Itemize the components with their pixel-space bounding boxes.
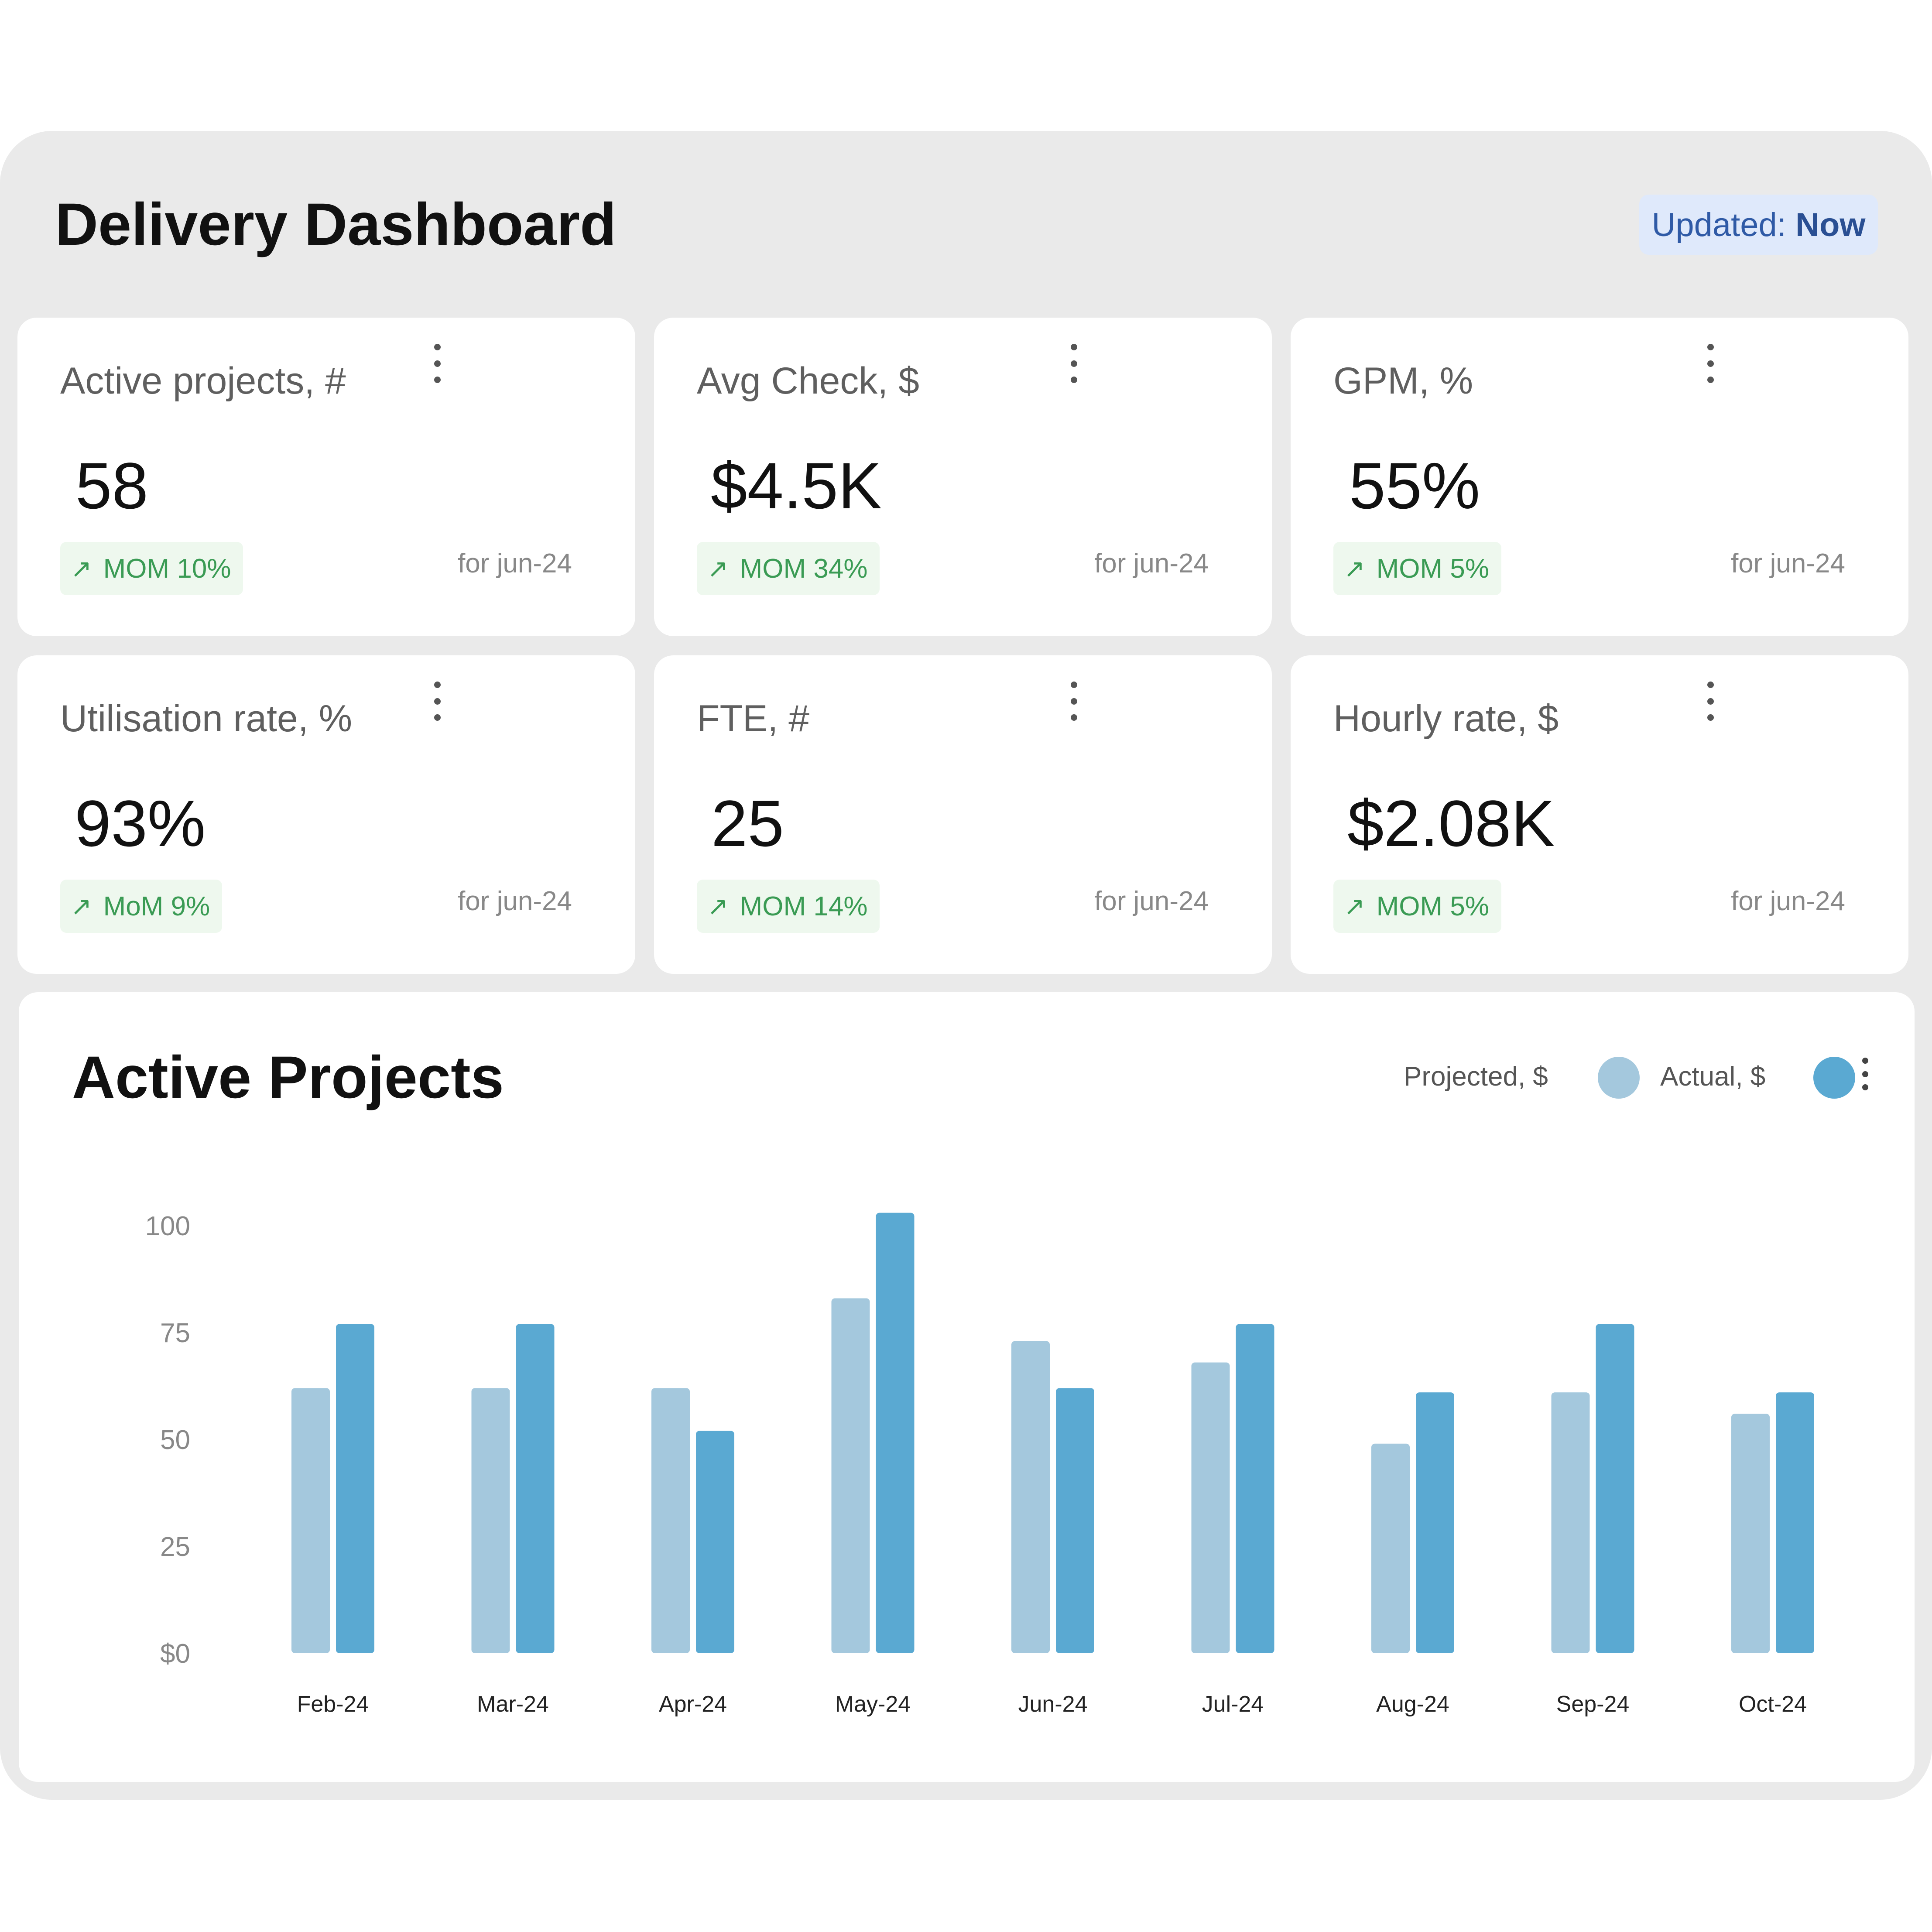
metric-title: FTE, # (697, 698, 810, 740)
y-tick-label: 100 (145, 1211, 190, 1241)
metric-card-utilisation-rate: Utilisation rate, % 93% ↗ MoM 9% for jun… (17, 655, 635, 974)
period-label: for jun-24 (1731, 548, 1845, 579)
bar-actual[interactable] (336, 1324, 374, 1653)
y-tick-label: $0 (160, 1639, 190, 1669)
bar-projected[interactable] (1551, 1392, 1590, 1653)
x-tick-label: Apr-24 (659, 1692, 727, 1717)
period-label: for jun-24 (1731, 886, 1845, 916)
active-projects-chart-card: Active Projects Projected, $ Actual, $ $… (19, 992, 1915, 1782)
mom-label: MOM 5% (1376, 553, 1489, 584)
kebab-menu-icon[interactable] (428, 344, 446, 383)
x-tick-label: Feb-24 (297, 1692, 369, 1717)
legend-label-projected: Projected, $ (1404, 1062, 1548, 1092)
bar-projected[interactable] (1011, 1341, 1050, 1653)
bar-projected[interactable] (1731, 1414, 1770, 1653)
bar-actual[interactable] (876, 1213, 915, 1653)
mom-badge: ↗ MoM 9% (60, 880, 223, 933)
metric-value: 55% (1349, 449, 1480, 522)
mom-label: MOM 10% (103, 553, 231, 584)
kebab-menu-icon[interactable] (428, 682, 446, 721)
legend-swatch-projected (1598, 1057, 1640, 1099)
kebab-menu-icon[interactable] (1065, 344, 1082, 383)
bar-actual[interactable] (516, 1324, 555, 1653)
mom-label: MOM 34% (740, 553, 868, 584)
y-tick-label: 50 (160, 1425, 190, 1455)
metric-title: GPM, % (1333, 360, 1473, 402)
bar-actual[interactable] (1236, 1324, 1274, 1653)
kebab-menu-icon[interactable] (1065, 682, 1082, 721)
bar-projected[interactable] (1371, 1443, 1410, 1653)
metric-card-avg-check: Avg Check, $ $4.5K ↗ MOM 34% for jun-24 (654, 318, 1272, 636)
x-tick-label: Sep-24 (1556, 1692, 1630, 1717)
bar-chart: $0 25 50 75 100 Feb-24 Mar-24 Apr-24 May-24 Jun-2… (145, 1211, 1814, 1717)
mom-badge: ↗ MOM 5% (1333, 542, 1501, 595)
x-tick-label: Jul-24 (1202, 1692, 1264, 1717)
arrow-up-right-icon: ↗ (71, 555, 92, 583)
metric-title: Utilisation rate, % (60, 698, 353, 740)
arrow-up-right-icon: ↗ (71, 892, 92, 921)
period-label: for jun-24 (458, 548, 572, 579)
metric-card-hourly-rate: Hourly rate, $ $2.08K ↗ MOM 5% for jun-2… (1291, 655, 1908, 974)
kebab-menu-icon[interactable] (1702, 344, 1719, 383)
metric-title: Active projects, # (60, 360, 346, 402)
metric-card-active-projects: Active projects, # 58 ↗ MOM 10% for jun-… (17, 318, 635, 636)
arrow-up-right-icon: ↗ (1344, 892, 1365, 921)
metric-card-gpm: GPM, % 55% ↗ MOM 5% for jun-24 (1291, 318, 1908, 636)
metric-card-fte: FTE, # 25 ↗ MOM 14% for jun-24 (654, 655, 1272, 974)
mom-label: MOM 5% (1376, 891, 1489, 921)
x-tick-label: Aug-24 (1376, 1692, 1449, 1717)
x-tick-label: May-24 (835, 1692, 911, 1717)
bar-actual[interactable] (1776, 1392, 1814, 1653)
bar-projected[interactable] (831, 1298, 870, 1653)
updated-badge: Updated: Now (1639, 195, 1878, 255)
arrow-up-right-icon: ↗ (1344, 555, 1365, 583)
metric-value: $2.08K (1347, 787, 1555, 860)
metric-value: $4.5K (711, 449, 882, 522)
mom-badge: ↗ MOM 14% (697, 880, 880, 933)
metric-value: 25 (711, 787, 784, 860)
bar-actual[interactable] (1056, 1388, 1094, 1653)
y-tick-label: 25 (160, 1532, 190, 1562)
period-label: for jun-24 (1094, 548, 1209, 579)
legend-swatch-actual (1813, 1057, 1855, 1099)
metric-value: 58 (75, 449, 148, 522)
chart-title: Active Projects (72, 1044, 504, 1111)
mom-badge: ↗ MOM 10% (60, 542, 243, 595)
bar-projected[interactable] (471, 1388, 510, 1653)
y-tick-label: 75 (160, 1318, 190, 1348)
bar-actual[interactable] (1416, 1392, 1454, 1653)
kebab-menu-icon[interactable] (1702, 682, 1719, 721)
x-tick-label: Jun-24 (1018, 1692, 1088, 1717)
mom-label: MOM 14% (740, 891, 868, 921)
period-label: for jun-24 (1094, 886, 1209, 916)
period-label: for jun-24 (458, 886, 572, 916)
arrow-up-right-icon: ↗ (707, 892, 729, 921)
page-title: Delivery Dashboard (55, 191, 617, 258)
bar-projected[interactable] (1191, 1362, 1230, 1653)
updated-prefix: Updated: (1651, 206, 1786, 243)
metric-title: Hourly rate, $ (1333, 698, 1559, 740)
bar-actual[interactable] (1596, 1324, 1634, 1653)
x-tick-label: Oct-24 (1739, 1692, 1807, 1717)
legend-label-actual: Actual, $ (1660, 1062, 1766, 1092)
updated-value: Now (1795, 206, 1866, 243)
mom-badge: ↗ MOM 34% (697, 542, 880, 595)
kebab-menu-icon[interactable] (1857, 1058, 1874, 1090)
metric-value: 93% (75, 787, 206, 860)
mom-badge: ↗ MOM 5% (1333, 880, 1501, 933)
bar-projected[interactable] (291, 1388, 330, 1653)
mom-label: MoM 9% (103, 891, 210, 921)
bar-actual[interactable] (696, 1431, 734, 1653)
x-tick-label: Mar-24 (477, 1692, 549, 1717)
bar-projected[interactable] (651, 1388, 690, 1653)
metric-title: Avg Check, $ (697, 360, 919, 402)
arrow-up-right-icon: ↗ (707, 555, 729, 583)
